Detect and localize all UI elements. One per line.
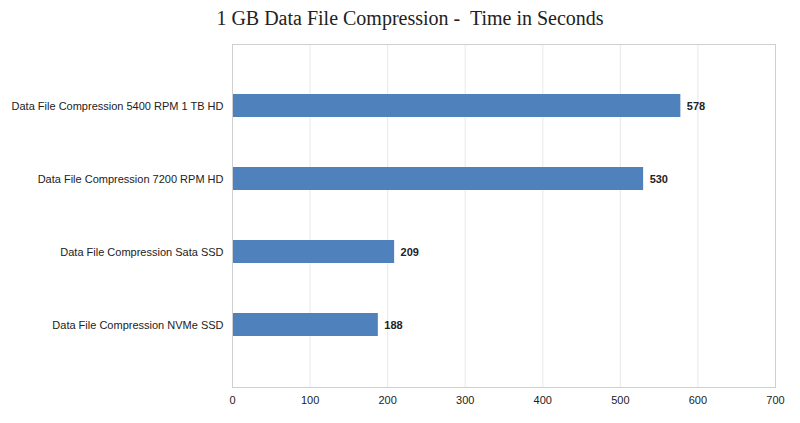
svg-text:209: 209 bbox=[401, 246, 419, 258]
html-text:1 GB Data File Compression - T: 1 GB Data File Compression - Time in Sec… bbox=[216, 7, 604, 29]
svg-text:Data File Compression NVMe SSD: Data File Compression NVMe SSD bbox=[52, 319, 223, 331]
svg-text:400: 400 bbox=[534, 394, 552, 406]
svg-text:0: 0 bbox=[229, 394, 235, 406]
svg-text:500: 500 bbox=[611, 394, 629, 406]
svg-text:530: 530 bbox=[650, 173, 668, 185]
svg-text:100: 100 bbox=[301, 394, 319, 406]
svg-text:200: 200 bbox=[378, 394, 396, 406]
svg-text:Data File Compression Sata SSD: Data File Compression Sata SSD bbox=[60, 246, 223, 258]
svg-text:Data File Compression 5400 RPM: Data File Compression 5400 RPM 1 TB HD bbox=[12, 100, 224, 112]
svg-text:Data File Compression 7200 RPM: Data File Compression 7200 RPM HD bbox=[38, 173, 224, 185]
svg-text:300: 300 bbox=[456, 394, 474, 406]
svg-text:600: 600 bbox=[689, 394, 707, 406]
svg-text:700: 700 bbox=[766, 394, 784, 406]
svg-text:578: 578 bbox=[687, 100, 705, 112]
svg-text:188: 188 bbox=[384, 319, 402, 331]
